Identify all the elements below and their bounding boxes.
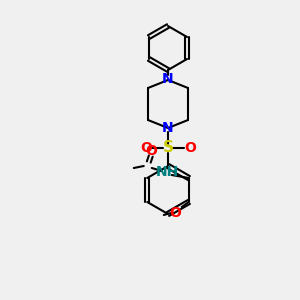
Text: N: N <box>162 72 174 86</box>
Text: S: S <box>163 140 173 155</box>
Text: O: O <box>145 144 157 158</box>
Text: NH: NH <box>156 165 179 179</box>
Text: O: O <box>184 141 196 155</box>
Text: O: O <box>169 206 181 220</box>
Text: N: N <box>162 121 174 135</box>
Text: O: O <box>140 141 152 155</box>
